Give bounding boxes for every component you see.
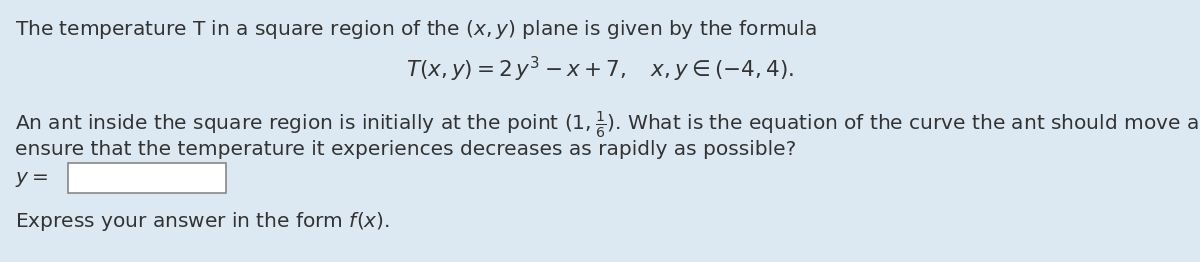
Text: ensure that the temperature it experiences decreases as rapidly as possible?: ensure that the temperature it experienc… (14, 140, 797, 159)
Text: Express your answer in the form $f(x)$.: Express your answer in the form $f(x)$. (14, 210, 390, 233)
Text: An ant inside the square region is initially at the point $(1, \frac{1}{6})$. Wh: An ant inside the square region is initi… (14, 110, 1200, 140)
Text: The temperature T in a square region of the $(x, y)$ plane is given by the formu: The temperature T in a square region of … (14, 18, 817, 41)
FancyBboxPatch shape (68, 163, 226, 193)
Text: $T(x, y) = 2\,y^3 - x + 7, \quad x, y \in (-4, 4).$: $T(x, y) = 2\,y^3 - x + 7, \quad x, y \i… (406, 55, 794, 84)
Text: $y = $: $y = $ (14, 170, 48, 189)
